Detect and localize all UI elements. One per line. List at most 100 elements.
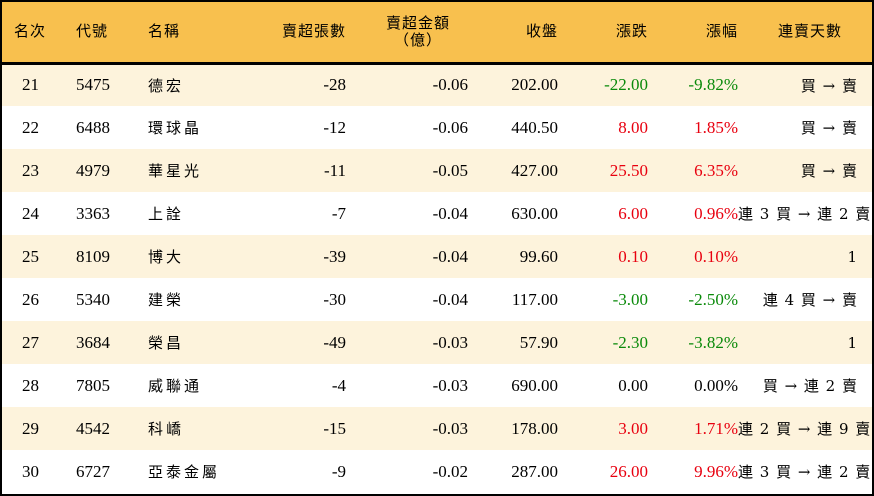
table-row[interactable]: 26 5340 建榮 -30 -0.04 117.00 -3.00 -2.50%… — [2, 278, 872, 321]
net-sell-amount-cell: -0.03 — [432, 418, 468, 438]
stock-name-cell[interactable]: 建榮 — [148, 291, 185, 309]
net-sell-lots-cell: -12 — [323, 117, 346, 137]
column-header-close[interactable]: 收盤 — [525, 22, 558, 41]
sell-streak-cell: 1 — [847, 247, 858, 266]
rank-cell: 28 — [22, 375, 39, 395]
rank-cell: 29 — [22, 418, 39, 438]
column-header-net-sell-amount[interactable]: 賣超金額 （億） — [346, 2, 468, 63]
stock-name-cell[interactable]: 德宏 — [148, 76, 185, 95]
rank-cell: 22 — [22, 117, 39, 137]
table-row[interactable]: 29 4542 科嶠 -15 -0.03 178.00 3.00 1.71% 連… — [2, 407, 872, 450]
column-header-name[interactable]: 名稱 — [148, 22, 181, 41]
column-header-code[interactable]: 代號 — [76, 22, 109, 41]
close-price-cell: 690.00 — [511, 375, 558, 395]
stock-name-cell[interactable]: 亞泰金屬 — [148, 463, 221, 481]
table-body: 21 5475 德宏 -28 -0.06 202.00 -22.00 -9.82… — [2, 63, 872, 493]
column-header-change[interactable]: 漲跌 — [615, 22, 648, 41]
close-price-cell: 57.90 — [519, 332, 558, 352]
price-change-cell: 3.00 — [618, 418, 648, 438]
net-sell-lots-cell: -7 — [331, 203, 346, 223]
close-price-cell: 427.00 — [511, 160, 558, 180]
net-sell-amount-cell: -0.06 — [432, 117, 468, 137]
close-price-cell: 99.60 — [519, 246, 558, 266]
net-sell-amount-cell: -0.06 — [432, 75, 468, 95]
stock-name-cell[interactable]: 榮昌 — [148, 334, 185, 352]
sell-streak-cell: 連 3 買 → 連 2 賣 — [738, 205, 872, 223]
sell-streak-cell: 買 → 連 2 賣 — [762, 377, 858, 395]
price-change-pct-cell: -9.82% — [688, 75, 738, 95]
table-row[interactable]: 28 7805 威聯通 -4 -0.03 690.00 0.00 0.00% 買… — [2, 364, 872, 407]
stock-code-cell[interactable]: 6727 — [76, 461, 110, 481]
column-header-net-sell-lots[interactable]: 賣超張數 — [281, 22, 346, 41]
price-change-cell: -2.30 — [612, 332, 648, 352]
stock-code-cell[interactable]: 3363 — [76, 203, 110, 223]
stock-code-cell[interactable]: 5340 — [76, 289, 110, 309]
stock-code-cell[interactable]: 3684 — [76, 332, 110, 352]
price-change-cell: 0.10 — [618, 246, 648, 266]
net-sell-amount-cell: -0.02 — [432, 461, 468, 481]
rank-cell: 30 — [22, 461, 39, 481]
net-sell-lots-cell: -15 — [323, 418, 346, 438]
stock-code-cell[interactable]: 4542 — [76, 418, 110, 438]
price-change-pct-cell: 6.35% — [694, 160, 738, 180]
net-sell-lots-cell: -28 — [323, 75, 346, 95]
net-sell-lots-cell: -4 — [331, 375, 346, 395]
net-sell-lots-cell: -11 — [323, 160, 346, 180]
sell-streak-cell: 連 2 買 → 連 9 賣 — [738, 420, 872, 438]
rank-cell: 25 — [22, 246, 39, 266]
stock-code-cell[interactable]: 8109 — [76, 246, 110, 266]
net-sell-amount-cell: -0.03 — [432, 332, 468, 352]
sell-streak-cell: 買 → 賣 — [800, 119, 858, 137]
net-sell-lots-cell: -49 — [323, 332, 346, 352]
stock-name-cell[interactable]: 華星光 — [148, 162, 203, 180]
stock-code-cell[interactable]: 5475 — [76, 75, 110, 95]
column-header-change-pct[interactable]: 漲幅 — [705, 22, 738, 41]
stock-name-cell[interactable]: 環球晶 — [148, 119, 203, 137]
rank-cell: 23 — [22, 160, 39, 180]
sell-streak-cell: 買 → 賣 — [800, 162, 858, 180]
table-header-row: 名次 代號 名稱 賣超張數 賣超金額 （億） 收盤 漲跌 漲幅 連賣天數 — [2, 2, 872, 63]
net-sell-lots-cell: -9 — [331, 461, 346, 481]
column-header-streak[interactable]: 連賣天數 — [777, 22, 842, 41]
price-change-cell: 26.00 — [609, 461, 648, 481]
sell-streak-cell: 1 — [847, 333, 858, 352]
close-price-cell: 178.00 — [511, 418, 558, 438]
close-price-cell: 202.00 — [511, 75, 558, 95]
stock-name-cell[interactable]: 上詮 — [148, 205, 185, 223]
stock-name-cell[interactable]: 博大 — [148, 248, 185, 266]
table-row[interactable]: 25 8109 博大 -39 -0.04 99.60 0.10 0.10% 1 — [2, 235, 872, 278]
stock-name-cell[interactable]: 威聯通 — [148, 377, 203, 395]
price-change-cell: 25.50 — [609, 160, 648, 180]
stock-code-cell[interactable]: 7805 — [76, 375, 110, 395]
sell-streak-cell: 連 3 買 → 連 2 賣 — [738, 463, 872, 481]
price-change-pct-cell: 1.85% — [694, 117, 738, 137]
stock-code-cell[interactable]: 6488 — [76, 117, 110, 137]
price-change-pct-cell: -3.82% — [688, 332, 738, 352]
rank-cell: 27 — [22, 332, 39, 352]
close-price-cell: 287.00 — [511, 461, 558, 481]
price-change-cell: 8.00 — [618, 117, 648, 137]
table-row[interactable]: 24 3363 上詮 -7 -0.04 630.00 6.00 0.96% 連 … — [2, 192, 872, 235]
close-price-cell: 117.00 — [511, 289, 558, 309]
table-row[interactable]: 30 6727 亞泰金屬 -9 -0.02 287.00 26.00 9.96%… — [2, 450, 872, 493]
stock-code-cell[interactable]: 4979 — [76, 160, 110, 180]
close-price-cell: 440.50 — [511, 117, 558, 137]
column-header-rank[interactable]: 名次 — [14, 22, 47, 41]
stock-name-cell[interactable]: 科嶠 — [148, 420, 185, 438]
sell-streak-cell: 連 4 買 → 賣 — [762, 291, 858, 309]
net-sell-amount-cell: -0.03 — [432, 375, 468, 395]
price-change-pct-cell: 0.00% — [694, 375, 738, 395]
price-change-pct-cell: 0.96% — [694, 203, 738, 223]
price-change-pct-cell: 1.71% — [694, 418, 738, 438]
net-sell-amount-cell: -0.05 — [432, 160, 468, 180]
table-row[interactable]: 27 3684 榮昌 -49 -0.03 57.90 -2.30 -3.82% … — [2, 321, 872, 364]
table-row[interactable]: 22 6488 環球晶 -12 -0.06 440.50 8.00 1.85% … — [2, 106, 872, 149]
table-row[interactable]: 21 5475 德宏 -28 -0.06 202.00 -22.00 -9.82… — [2, 63, 872, 106]
table-row[interactable]: 23 4979 華星光 -11 -0.05 427.00 25.50 6.35%… — [2, 149, 872, 192]
net-sell-amount-cell: -0.04 — [432, 203, 468, 223]
column-header-net-sell-amount-unit: （億） — [393, 30, 442, 49]
price-change-cell: 0.00 — [618, 375, 648, 395]
price-change-pct-cell: 9.96% — [694, 461, 738, 481]
